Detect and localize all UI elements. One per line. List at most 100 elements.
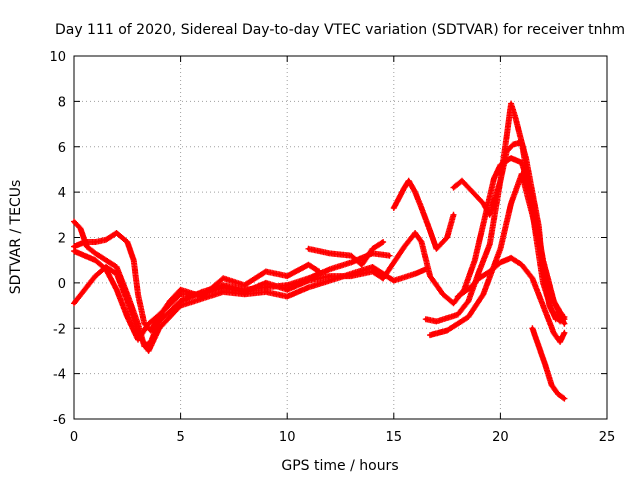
x-tick-label: 25 xyxy=(599,430,616,445)
data-point xyxy=(285,294,289,299)
data-point xyxy=(492,176,496,181)
series-track-9 xyxy=(427,171,568,339)
data-point xyxy=(306,285,311,290)
data-point xyxy=(424,317,428,321)
data-point xyxy=(285,288,289,292)
data-point xyxy=(242,283,247,287)
data-point xyxy=(149,328,153,333)
data-point xyxy=(419,240,424,244)
series-track-2 xyxy=(71,230,323,334)
data-point xyxy=(136,337,140,342)
data-point xyxy=(402,185,407,190)
data-point xyxy=(221,285,225,290)
data-point xyxy=(381,240,385,244)
data-point xyxy=(328,274,332,278)
data-point xyxy=(115,265,119,269)
series-track-10 xyxy=(450,100,559,323)
y-tick-label: -6 xyxy=(53,413,66,428)
data-point xyxy=(83,254,87,258)
y-tick-label: 0 xyxy=(58,277,66,292)
y-tick-label: 10 xyxy=(49,50,66,65)
series-track-12 xyxy=(529,325,568,402)
data-point xyxy=(83,288,87,292)
data-point xyxy=(147,322,151,326)
data-point xyxy=(466,315,471,319)
data-point xyxy=(93,258,97,262)
data-point xyxy=(407,179,411,183)
data-point xyxy=(488,269,492,274)
x-axis-title: GPS time / hours xyxy=(281,458,398,474)
data-point xyxy=(132,258,136,262)
data-point xyxy=(200,292,204,296)
data-point xyxy=(306,247,311,251)
data-point xyxy=(264,290,268,294)
data-point xyxy=(157,326,161,330)
data-point xyxy=(498,260,502,265)
data-point xyxy=(392,260,396,265)
chart-title: Day 111 of 2020, Sidereal Day-to-day VTE… xyxy=(55,22,625,38)
data-point xyxy=(200,297,204,301)
x-tick-label: 0 xyxy=(70,430,78,445)
data-point xyxy=(104,238,108,242)
data-point xyxy=(93,274,97,278)
data-point xyxy=(562,331,566,335)
data-series xyxy=(71,100,568,402)
data-point xyxy=(541,303,545,308)
data-point xyxy=(477,276,481,280)
x-tick-label: 20 xyxy=(492,430,509,445)
series-track-6 xyxy=(390,177,457,252)
data-point xyxy=(524,156,528,160)
data-point xyxy=(434,247,439,251)
data-point xyxy=(242,290,247,294)
data-point xyxy=(72,244,76,249)
data-point xyxy=(451,185,456,190)
x-tick-label: 15 xyxy=(386,430,403,445)
data-point xyxy=(505,133,509,138)
data-point xyxy=(552,331,556,335)
data-point xyxy=(328,279,332,283)
data-point xyxy=(349,274,353,278)
data-point xyxy=(471,190,475,194)
series-track-5 xyxy=(305,239,387,268)
data-point xyxy=(370,247,375,251)
data-point xyxy=(520,140,524,144)
data-point xyxy=(157,313,161,317)
data-point xyxy=(428,229,432,233)
data-point xyxy=(556,392,560,396)
data-point xyxy=(115,272,119,276)
data-point xyxy=(78,226,82,231)
x-tick-label: 5 xyxy=(176,430,184,445)
data-point xyxy=(115,288,119,292)
data-point xyxy=(104,267,108,271)
data-point xyxy=(509,201,513,206)
data-point xyxy=(413,190,417,194)
data-point xyxy=(562,322,566,326)
data-point xyxy=(434,319,439,324)
data-point xyxy=(456,313,460,317)
y-tick-label: -4 xyxy=(53,368,66,383)
data-point xyxy=(488,242,492,246)
data-point xyxy=(530,190,534,194)
axis-ticks: 0 5 10 15 20 25 -6 -4 -2 0 2 4 6 8 10 xyxy=(49,50,615,445)
data-point xyxy=(125,315,129,319)
data-point xyxy=(349,254,353,258)
series-track-4 xyxy=(71,248,387,343)
data-point xyxy=(451,301,456,305)
data-point xyxy=(221,290,225,294)
data-point xyxy=(509,256,513,260)
data-point xyxy=(520,263,524,267)
data-point xyxy=(349,260,353,265)
data-point xyxy=(72,220,76,224)
data-point xyxy=(104,258,108,262)
data-point xyxy=(460,179,464,183)
data-point xyxy=(481,292,485,296)
data-point xyxy=(392,206,396,210)
data-point xyxy=(558,340,562,344)
data-point xyxy=(93,240,97,244)
data-point xyxy=(509,102,513,106)
data-point xyxy=(541,269,545,274)
data-point xyxy=(136,292,140,296)
data-point xyxy=(537,224,541,228)
data-point xyxy=(317,269,321,274)
data-point xyxy=(456,294,460,299)
